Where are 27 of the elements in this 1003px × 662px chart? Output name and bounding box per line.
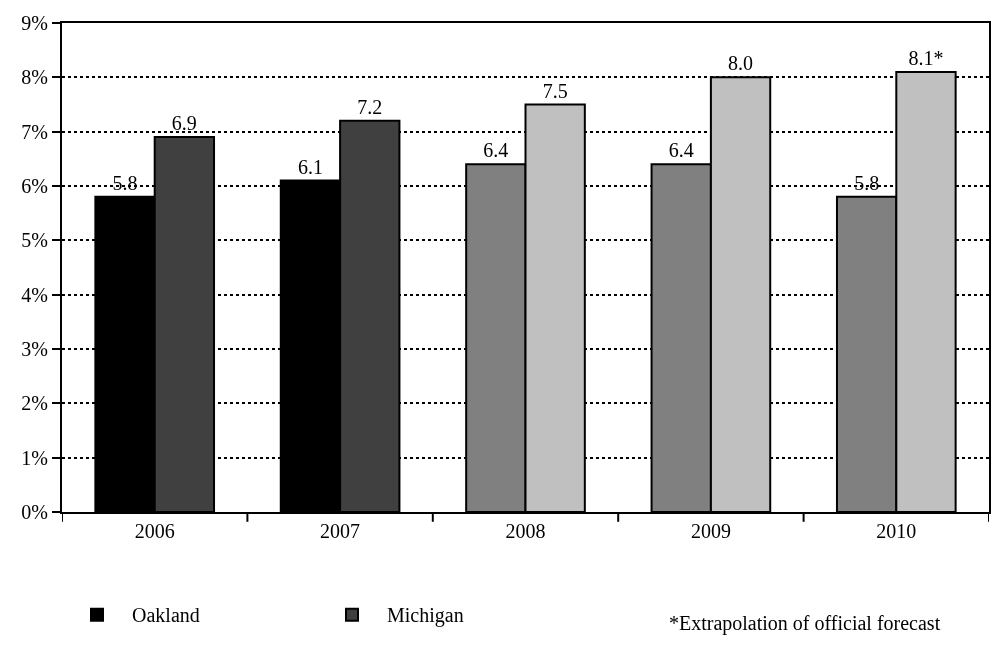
- data-label: 6.1: [297, 155, 323, 178]
- legend-label: Oakland: [132, 604, 200, 627]
- text: *Extrapolation of official forecast: [669, 612, 941, 635]
- x-tick-label: 2009: [690, 520, 731, 542]
- y-tick-label: 1%: [21, 446, 48, 469]
- legend-label: Michigan: [387, 604, 464, 628]
- x-tick-label: 2006: [134, 520, 175, 542]
- data-label: 8.0: [728, 52, 754, 75]
- data-label: 6.9: [171, 112, 197, 135]
- y-tick-label: 9%: [21, 12, 48, 34]
- y-tick-label: 2%: [21, 392, 48, 415]
- data-label: 7.2: [357, 95, 383, 118]
- x-tick-label: 2007: [320, 520, 361, 542]
- y-tick-label: 3%: [21, 338, 48, 360]
- data-label: 6.4: [483, 139, 509, 162]
- data-label: 6.4: [668, 139, 694, 162]
- y-tick-label: 0%: [21, 501, 48, 523]
- data-label: 8.1*: [908, 46, 944, 69]
- y-tick-label: 5%: [21, 229, 48, 252]
- y-tick-label: 8%: [21, 66, 48, 89]
- data-label: 7.5: [542, 79, 568, 102]
- y-tick-label: 4%: [21, 283, 48, 306]
- y-tick-label: 6%: [21, 175, 48, 197]
- data-label: 5.8: [854, 171, 880, 194]
- x-tick-label: 2008: [505, 520, 546, 542]
- y-tick-label: 7%: [21, 120, 48, 143]
- x-tick-label: 2010: [876, 520, 917, 542]
